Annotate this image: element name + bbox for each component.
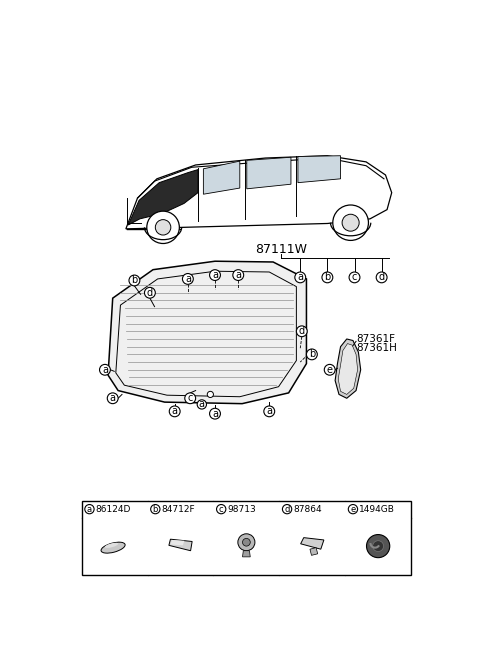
Text: a: a [297,272,303,282]
Polygon shape [204,161,240,194]
Text: 84712F: 84712F [162,504,195,514]
Polygon shape [338,344,358,394]
Circle shape [324,364,335,375]
Circle shape [295,272,306,283]
Circle shape [233,270,244,281]
Circle shape [322,272,333,283]
Text: 87361H: 87361H [356,343,397,353]
Bar [82,501,411,575]
Text: b: b [309,350,315,359]
Text: a: a [266,406,272,417]
Text: e: e [327,365,333,375]
Circle shape [147,211,180,243]
Ellipse shape [105,543,118,548]
Circle shape [210,270,220,281]
Text: a: a [185,274,191,284]
Text: d: d [284,504,290,514]
Polygon shape [310,548,318,556]
Text: c: c [219,504,224,514]
Text: b: b [324,272,331,282]
Circle shape [129,275,140,286]
Polygon shape [128,170,198,225]
Circle shape [197,400,206,409]
Circle shape [107,393,118,403]
Text: d: d [147,288,153,298]
Circle shape [207,392,214,398]
Text: a: a [172,406,178,417]
Polygon shape [298,155,340,182]
Polygon shape [335,339,360,398]
Text: a: a [199,400,205,409]
Circle shape [182,274,193,284]
Text: b: b [131,276,138,285]
Text: d: d [379,272,384,282]
Circle shape [85,504,94,514]
Polygon shape [108,261,306,403]
Polygon shape [242,551,250,557]
Circle shape [185,393,196,403]
Polygon shape [247,157,291,189]
Circle shape [306,349,317,359]
Circle shape [372,541,384,552]
Circle shape [376,272,387,283]
Ellipse shape [101,542,125,553]
Text: a: a [212,409,218,419]
Text: 87111W: 87111W [255,243,307,256]
Circle shape [156,220,171,235]
Text: a: a [87,504,92,514]
Text: c: c [188,393,193,403]
Text: a: a [235,270,241,280]
Polygon shape [169,539,192,551]
Polygon shape [300,538,324,549]
Circle shape [238,534,255,551]
Circle shape [342,215,359,231]
Circle shape [282,504,292,514]
Text: a: a [110,393,116,403]
Text: a: a [212,270,218,280]
Text: 1494GB: 1494GB [359,504,395,514]
Circle shape [348,504,358,514]
Circle shape [216,504,226,514]
Text: e: e [350,504,356,514]
Circle shape [333,205,369,240]
Polygon shape [126,155,392,229]
Circle shape [349,272,360,283]
Circle shape [367,535,390,558]
Text: b: b [153,504,158,514]
Circle shape [210,408,220,419]
Text: a: a [102,365,108,375]
Text: 87864: 87864 [293,504,322,514]
Polygon shape [170,540,184,545]
Circle shape [144,287,156,298]
Text: 87361F: 87361F [356,334,395,344]
Circle shape [99,364,110,375]
Circle shape [296,326,307,337]
Text: 86124D: 86124D [96,504,131,514]
Circle shape [151,504,160,514]
Circle shape [169,406,180,417]
Text: d: d [299,326,305,337]
Text: c: c [352,272,357,282]
Circle shape [264,406,275,417]
Circle shape [242,539,250,546]
Text: 98713: 98713 [228,504,256,514]
